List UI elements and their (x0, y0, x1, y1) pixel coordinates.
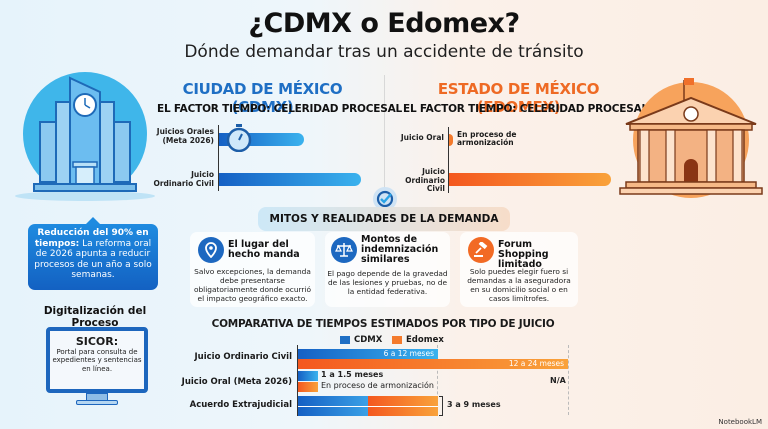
bar-label-edomex-oral: En proceso de armonización (321, 381, 434, 390)
chart-category-label: Acuerdo Extrajudicial (189, 400, 292, 410)
chart-gridline (437, 345, 438, 415)
edomex-heading: ESTADO DE MÉXICO (EDOMEX) (437, 80, 600, 116)
stopwatch-icon (226, 124, 252, 156)
bar-separator (298, 405, 438, 407)
edomex-time-axis (448, 127, 449, 193)
chart-category-label: Juicio Oral (Meta 2026) (181, 377, 292, 387)
chart-gridline (568, 345, 569, 415)
chart-title: COMPARATIVA DE TIEMPOS ESTIMADOS POR TIP… (211, 318, 555, 330)
bar-edomex-oral (298, 382, 318, 392)
myth-card-title: Montos de indemnización similares (361, 234, 439, 265)
callout-highlight: Reducción del 90% en tiempos: (34, 228, 149, 249)
myth-card-title: El lugar del hecho manda (228, 239, 300, 260)
myth-card: Montos de indemnización similares El pag… (325, 232, 450, 307)
edomex-building-icon (616, 74, 766, 206)
myth-card-title: Forum Shopping limitado (498, 239, 549, 270)
legend-cdmx: CDMX (340, 335, 382, 345)
na-annotation: N/A (550, 376, 566, 385)
edomex-bar-label-oral: Juicio Oral (400, 133, 444, 142)
cdmx-bar-civil (219, 173, 361, 186)
bar-cdmx-ordinario: 6 a 12 meses (298, 349, 438, 359)
legend-swatch-edomex (392, 336, 402, 344)
edomex-time-heading: EL FACTOR TIEMPO: CELERIDAD PROCESAL (403, 103, 649, 115)
location-pin-icon (198, 237, 224, 263)
cdmx-heading: CIUDAD DE MÉXICO (CDMX) (182, 80, 343, 116)
myths-heading: MITOS Y REALIDADES DE LA DEMANDA (258, 207, 510, 231)
legend-label-edomex: Edomex (406, 335, 444, 345)
callout-text: La reforma oral de 2026 apunta a reducir… (34, 238, 152, 281)
cdmx-bar-label-oral: Juicios Orales (Meta 2026) (156, 127, 214, 145)
digitalization-heading: Digitalización del Proceso (43, 305, 147, 329)
legend-label-cdmx: CDMX (354, 335, 383, 345)
edomex-bar-label-civil: Juicio Ordinario Civil (405, 167, 445, 194)
cdmx-reform-callout: Reducción del 90% en tiempos: La reforma… (28, 217, 158, 290)
edomex-bar-oral (449, 134, 453, 146)
myth-card-text: Salvo excepciones, la demanda debe prese… (193, 267, 312, 303)
cdmx-time-heading: EL FACTOR TIEMPO: CELERIDAD PROCESAL (157, 103, 403, 115)
bracket-icon (439, 396, 443, 416)
sicor-monitor: SICOR: Portal para consulta de expedient… (46, 327, 148, 393)
monitor-base (76, 400, 118, 405)
gavel-icon (468, 237, 494, 263)
legend-swatch-cdmx (340, 336, 350, 344)
bar-label-cdmx-oral: 1 a 1.5 meses (321, 370, 384, 379)
extrajudicial-annotation: 3 a 9 meses (447, 400, 501, 409)
cdmx-bar-label-civil: Juicio Ordinario Civil (153, 170, 214, 188)
sicor-text: Portal para consulta de expedientes y se… (52, 348, 142, 373)
notebooklm-brand: NotebookLM (718, 418, 762, 426)
scales-icon (331, 237, 357, 263)
cdmx-building-icon (10, 72, 160, 212)
chart-y-axis (297, 345, 298, 416)
myth-card: Forum Shopping limitado Solo puedes eleg… (460, 232, 578, 307)
legend-edomex: Edomex (392, 335, 444, 345)
edomex-bar-civil (449, 173, 611, 186)
bar-cdmx-oral (298, 371, 318, 381)
page-title: ¿CDMX o Edomex? (248, 8, 520, 39)
center-divider (384, 75, 385, 215)
chart-category-label: Juicio Ordinario Civil (194, 352, 292, 362)
myth-card-text: Solo puedes elegir fuero si demandas a l… (467, 267, 571, 303)
page-subtitle: Dónde demandar tras un accidente de trán… (184, 42, 584, 62)
sicor-title: SICOR: (75, 335, 119, 348)
myth-card: El lugar del hecho manda Salvo excepcion… (190, 232, 315, 307)
cdmx-time-axis (218, 125, 219, 191)
bar-edomex-ordinario: 12 a 24 meses (298, 359, 568, 369)
edomex-oral-note: En proceso de armonización (457, 130, 517, 148)
myth-card-text: El pago depende de la gravedad de las le… (327, 269, 448, 296)
